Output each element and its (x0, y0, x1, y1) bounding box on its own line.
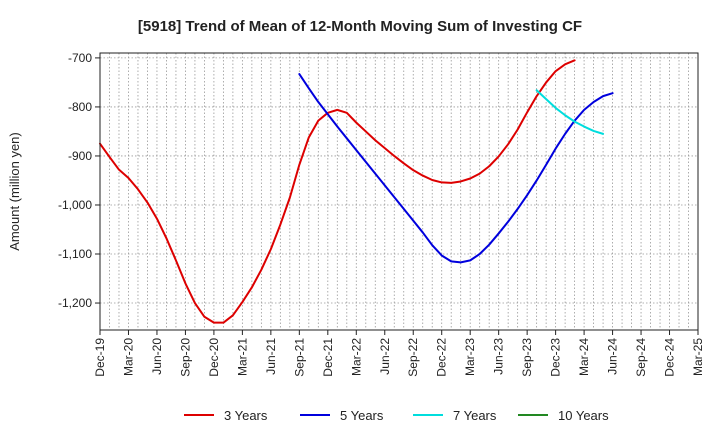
x-tick-label: Mar-24 (577, 338, 591, 376)
legend-label-5-years: 5 Years (340, 408, 384, 423)
x-tick-label: Jun-20 (150, 338, 164, 375)
x-tick-label: Sep-23 (520, 338, 534, 377)
series-line-3-years (99, 59, 576, 324)
y-tick-label: -900 (68, 149, 92, 163)
legend-label-7-years: 7 Years (453, 408, 497, 423)
legend: 3 Years 5 Years 7 Years 10 Years (184, 408, 609, 423)
x-tick-label: Dec-23 (549, 338, 563, 377)
x-tick-label: Dec-20 (207, 338, 221, 377)
chart-title: [5918] Trend of Mean of 12-Month Moving … (138, 18, 582, 35)
x-tick-label: Dec-22 (435, 338, 449, 377)
x-tick-label: Sep-21 (292, 338, 306, 377)
y-tick-label: -1,200 (58, 296, 92, 310)
series-lines (99, 59, 614, 324)
y-tick-label: -1,100 (58, 247, 92, 261)
legend-label-10-years: 10 Years (558, 408, 609, 423)
y-tick-label: -800 (68, 100, 92, 114)
x-tick-label: Dec-19 (93, 338, 107, 377)
x-tick-label: Dec-24 (663, 338, 677, 377)
x-tick-label: Mar-22 (349, 338, 363, 376)
legend-label-3-years: 3 Years (224, 408, 268, 423)
x-tick-label: Jun-22 (378, 338, 392, 375)
plot-frame (99, 52, 699, 331)
x-tick-label: Mar-21 (235, 338, 249, 376)
series-line-7-years (535, 89, 605, 135)
y-tick-label: -1,000 (58, 198, 92, 212)
y-axis: -700 -800 -900 -1,000 -1,100 -1,200 (58, 51, 100, 310)
x-tick-label: Mar-20 (121, 338, 135, 376)
series-line-5-years (298, 73, 614, 264)
x-axis: Dec-19 Mar-20 Jun-20 Sep-20 Dec-20 Mar-21 Jun-… (93, 330, 705, 377)
x-tick-label: Jun-23 (492, 338, 506, 375)
y-tick-label: -700 (68, 51, 92, 65)
x-tick-label: Sep-22 (406, 338, 420, 377)
x-tick-label: Sep-24 (634, 338, 648, 377)
y-axis-label: Amount (million yen) (7, 132, 22, 251)
x-tick-label: Mar-23 (463, 338, 477, 376)
x-tick-label: Sep-20 (178, 338, 192, 377)
grid (100, 53, 698, 330)
x-tick-label: Mar-25 (691, 338, 705, 376)
x-tick-label: Jun-24 (606, 338, 620, 375)
x-tick-label: Jun-21 (264, 338, 278, 375)
x-tick-label: Dec-21 (321, 338, 335, 377)
